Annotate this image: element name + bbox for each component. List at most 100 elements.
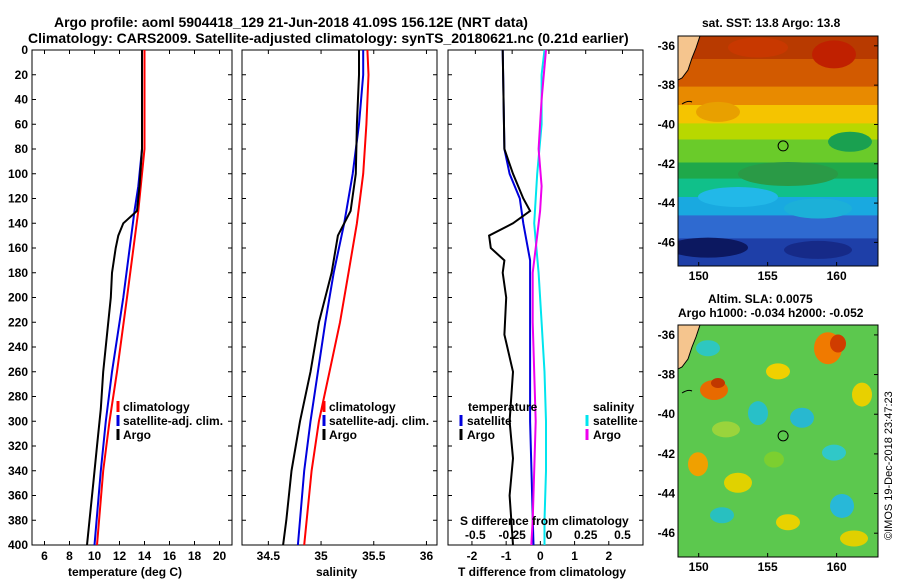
x-tick-label: -2 <box>467 549 478 563</box>
depth-tick-label: 260 <box>8 365 28 379</box>
depth-tick-label: 160 <box>8 241 28 255</box>
x-tick-label: 20 <box>213 549 227 563</box>
sla-eddy <box>764 451 784 468</box>
series-line-t-satellite <box>501 49 535 546</box>
sla-map-title: Altim. SLA: 0.0075 <box>708 292 813 306</box>
legend-label: Argo <box>329 428 357 442</box>
sla-eddy <box>711 378 725 388</box>
series-line-s-satellite <box>533 49 547 545</box>
sst-band <box>678 123 878 141</box>
legend-label: Argo <box>593 428 621 442</box>
lat-tick-label: -40 <box>658 407 676 421</box>
imos-stamp: ©IMOS 19-Dec-2018 23:47:23 <box>883 391 895 540</box>
land-shape <box>678 325 701 370</box>
depth-tick-label: 240 <box>8 340 28 354</box>
sst-map-title: sat. SST: 13.8 Argo: 13.8 <box>702 16 841 30</box>
series-line-argo <box>86 50 143 546</box>
sla-eddy <box>822 444 846 461</box>
depth-tick-label: 400 <box>8 538 28 552</box>
lat-tick-label: -38 <box>658 78 676 92</box>
x-tick-label: 16 <box>163 549 177 563</box>
depth-tick-label: 180 <box>8 266 28 280</box>
lon-tick-label: 150 <box>689 560 709 574</box>
sla-eddy <box>840 530 868 547</box>
x-tick-label: 12 <box>113 549 127 563</box>
map-frame <box>677 324 879 558</box>
legend-label: satellite-adj. clim. <box>329 414 429 428</box>
temperature-chart: 0 20 40 60 80 100 120 140 160 180 200 220 240 260 280 3… <box>8 43 233 563</box>
lon-tick-label: 160 <box>827 560 847 574</box>
sla-eddy <box>688 452 708 477</box>
sst-patch <box>828 131 872 152</box>
x2-tick-label: 0.5 <box>614 528 631 542</box>
x-tick-label: 35.5 <box>362 549 386 563</box>
sla-eddy <box>710 507 734 524</box>
lat-tick-label: -46 <box>658 235 676 249</box>
plot-frame <box>31 49 233 546</box>
x-tick-label: 0 <box>537 549 544 563</box>
legend-label: Argo <box>123 428 151 442</box>
lon-tick-label: 155 <box>758 269 778 283</box>
sst-patch <box>738 162 838 186</box>
x-tick-label: 8 <box>66 549 73 563</box>
lat-tick-label: -44 <box>658 196 676 210</box>
legend-label: satellite <box>467 414 512 428</box>
x-tick-label: -1 <box>501 549 512 563</box>
depth-tick-label: 360 <box>8 489 28 503</box>
argo-height-title: Argo h1000: -0.034 h2000: -0.052 <box>678 306 864 320</box>
lat-tick-label: -44 <box>658 487 676 501</box>
map-frame <box>677 35 879 267</box>
sst-band <box>678 215 878 240</box>
sla-eddy <box>852 382 872 407</box>
depth-tick-label: 140 <box>8 216 28 230</box>
profile-title: Argo profile: aoml 5904418_129 21-Jun-20… <box>54 14 528 30</box>
temperature-xlabel: temperature (deg C) <box>68 565 183 579</box>
lat-tick-label: -42 <box>658 447 676 461</box>
t-difference-xlabel: T difference from climatology <box>458 565 627 579</box>
series-line-climatology <box>96 50 146 546</box>
lat-tick-label: -40 <box>658 117 676 131</box>
depth-tick-label: 380 <box>8 513 28 527</box>
x-tick-label: 35 <box>314 549 328 563</box>
lon-tick-label: 155 <box>758 560 778 574</box>
depth-tick-label: 40 <box>15 93 29 107</box>
sst-patch <box>812 40 856 69</box>
legend-title-temperature: temperature <box>468 400 538 414</box>
lat-tick-label: -38 <box>658 368 676 382</box>
series-line-climatology <box>303 49 370 546</box>
depth-tick-label: 320 <box>8 439 28 453</box>
legend-label: climatology <box>329 400 396 414</box>
depth-tick-label: 340 <box>8 464 28 478</box>
sla-eddy <box>766 363 790 380</box>
lon-tick-label: 160 <box>827 269 847 283</box>
depth-tick-label: 20 <box>15 68 29 82</box>
depth-tick-label: 300 <box>8 414 28 428</box>
argo-location-marker <box>777 430 789 442</box>
s-difference-xlabel: S difference from climatology <box>460 514 629 528</box>
plot-frame <box>241 49 438 546</box>
legend-label: satellite <box>593 414 638 428</box>
sst-patch <box>696 101 740 122</box>
legend-title-salinity: salinity <box>593 400 635 414</box>
x-tick-label: 14 <box>138 549 152 563</box>
depth-tick-label: 100 <box>8 167 28 181</box>
sla-map: 150 155 160 -36 -38 -40 -42 -44 -46 <box>658 324 879 574</box>
series-line-t-argo <box>488 49 532 546</box>
sst-patch <box>678 237 748 258</box>
sst-band <box>678 86 878 106</box>
depth-tick-label: 280 <box>8 390 28 404</box>
legend-label: satellite-adj. clim. <box>123 414 223 428</box>
x-tick-label: 1 <box>571 549 578 563</box>
depth-tick-label: 120 <box>8 192 28 206</box>
land-shape <box>678 36 701 81</box>
sla-eddy <box>830 493 854 518</box>
series-line-argo <box>282 50 360 546</box>
sst-patch <box>728 37 788 58</box>
sst-patch <box>784 198 852 219</box>
x-tick-label: 34.5 <box>257 549 281 563</box>
series-line-satellite-adj-clim- <box>296 50 365 546</box>
coastline <box>681 100 693 105</box>
x-tick-label: 10 <box>88 549 102 563</box>
sst-patch <box>784 240 852 259</box>
